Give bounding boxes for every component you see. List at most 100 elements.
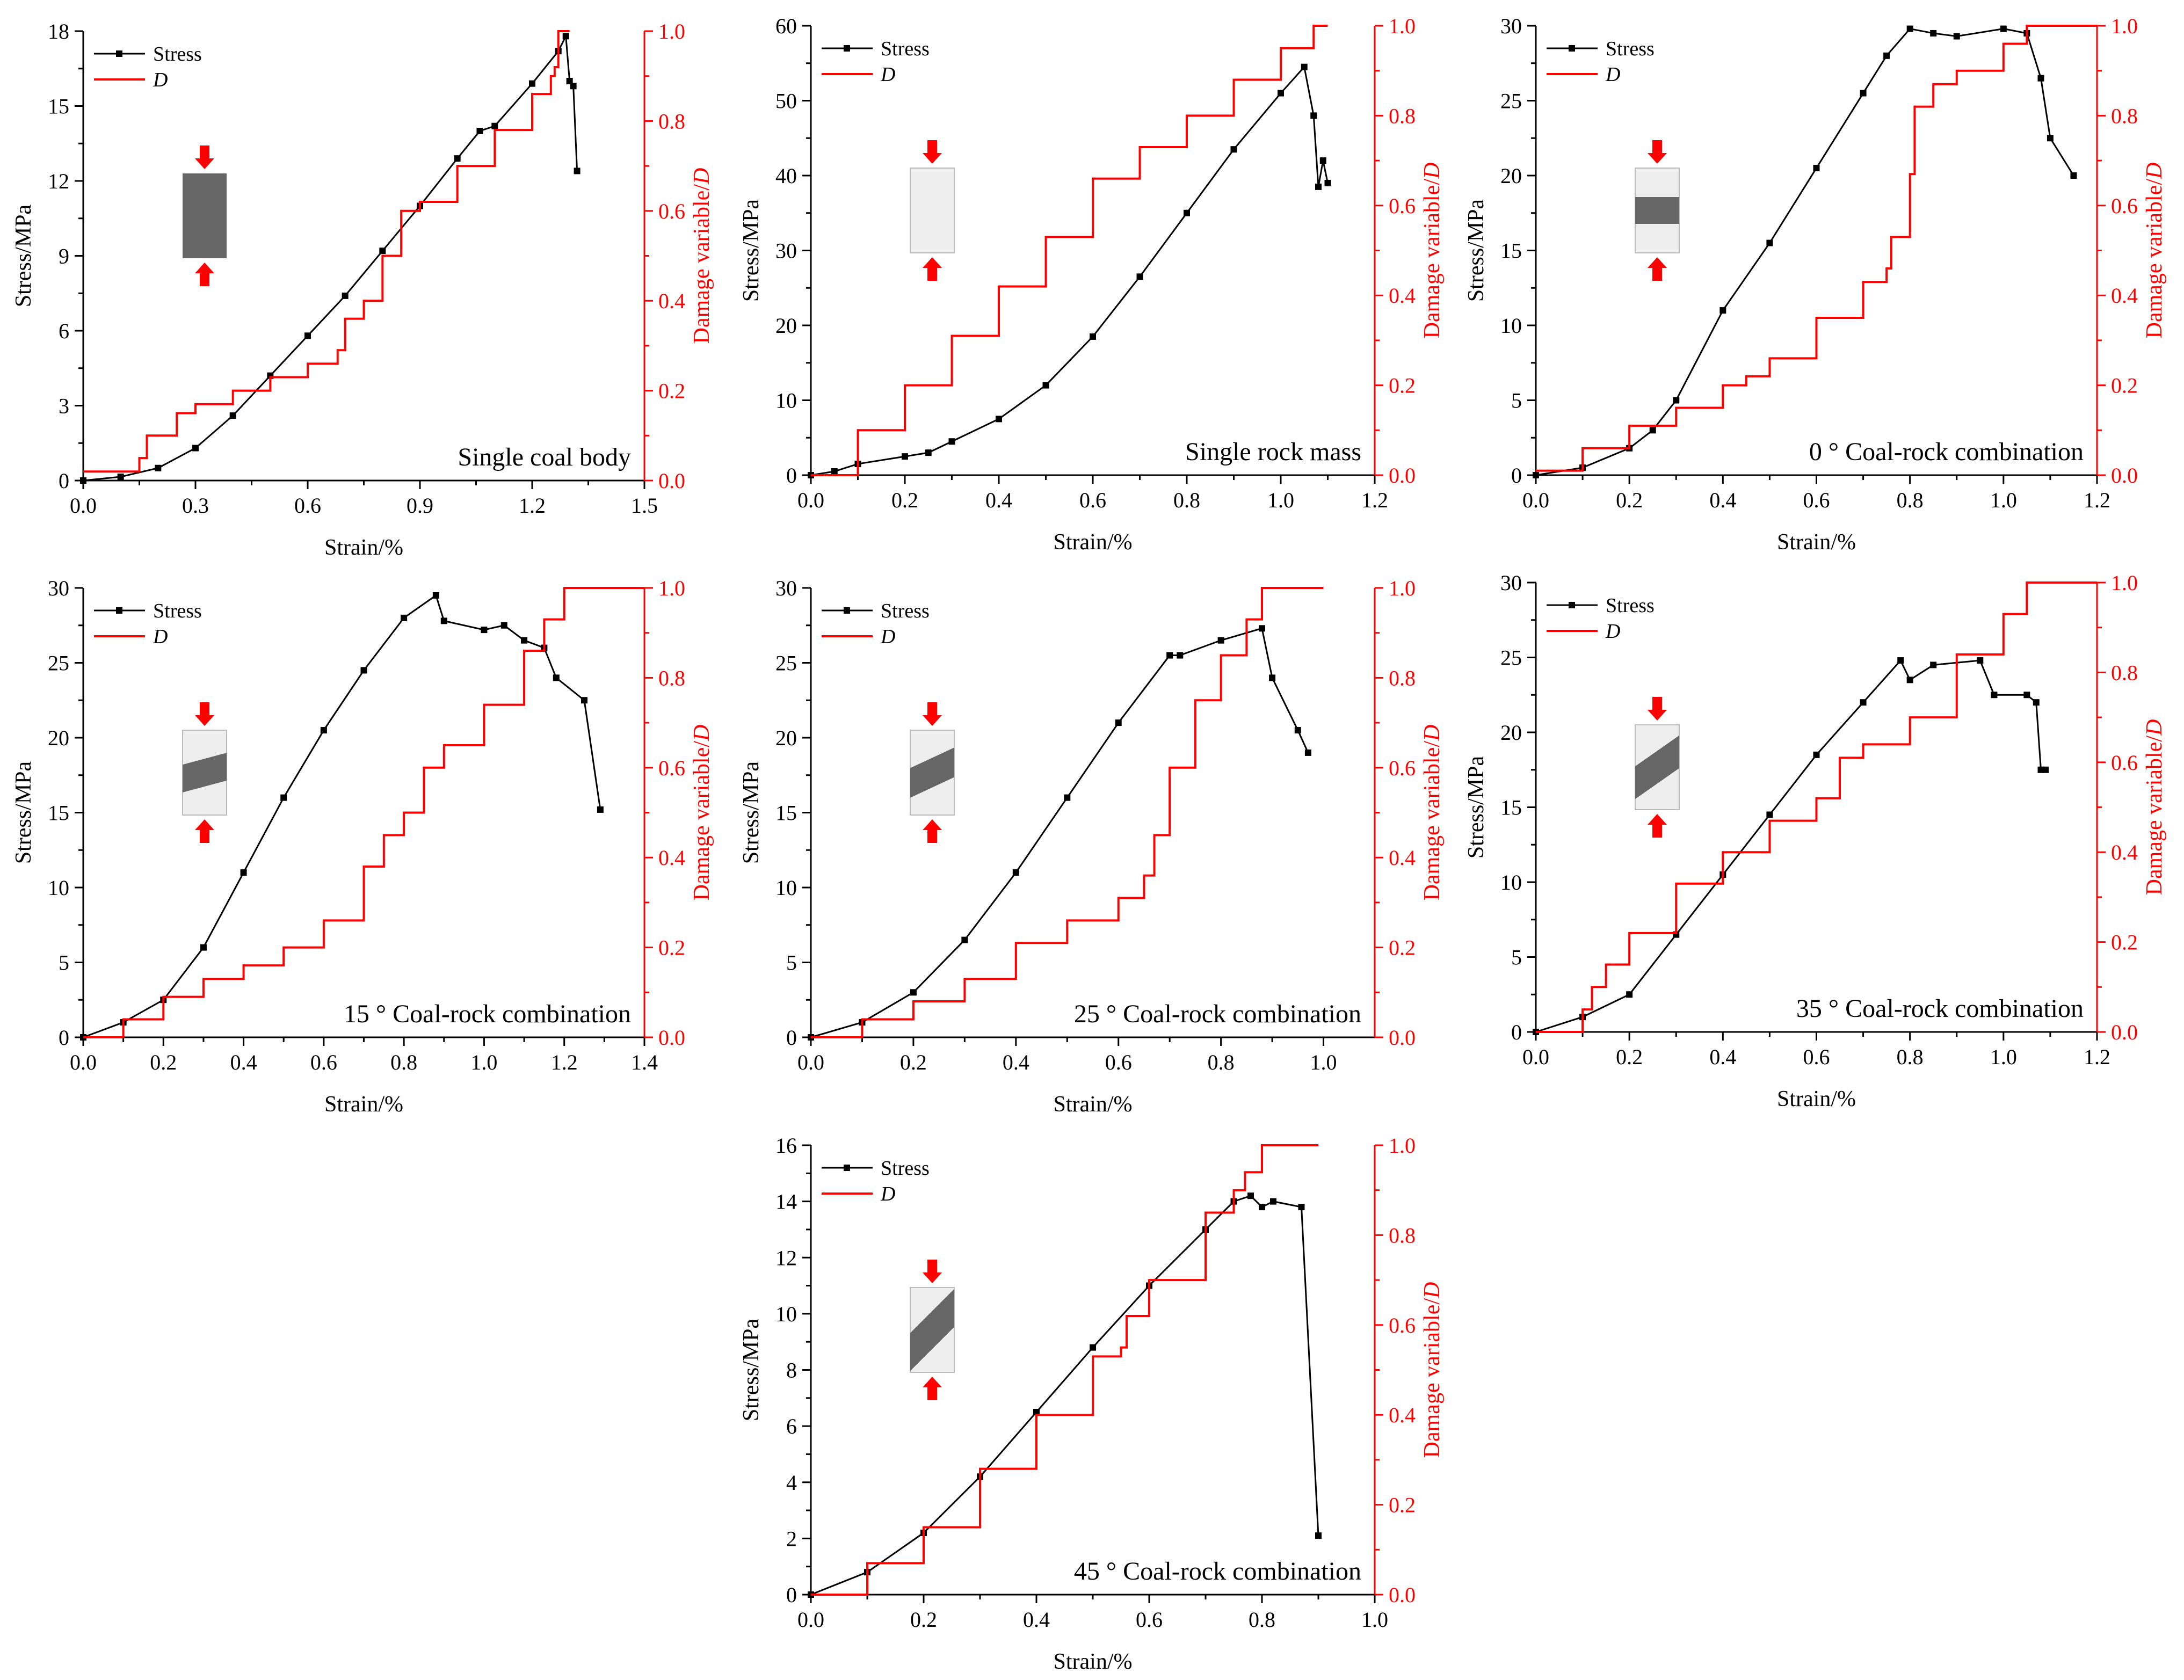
y-tick-label: 14 [775, 1190, 797, 1214]
x-tick-label: 1.2 [551, 1050, 578, 1074]
y-tick-label: 15 [1500, 239, 1522, 263]
stress-point [1766, 239, 1773, 246]
y-tick-label: 20 [1500, 721, 1522, 745]
stress-point [1217, 637, 1224, 644]
stress-point [1626, 991, 1633, 998]
stress-point [1991, 692, 1998, 699]
legend-stress-label: Stress [881, 1157, 930, 1180]
legend-d-label: D [880, 1183, 895, 1205]
y2-tick-label: 0.4 [2111, 283, 2138, 308]
stress-point [1270, 1198, 1276, 1205]
x-tick-label: 0.4 [1003, 1050, 1029, 1074]
panel-title: Single rock mass [1185, 438, 1361, 466]
stress-point [1259, 1204, 1265, 1211]
y-tick-label: 3 [59, 394, 69, 418]
y2-tick-label: 0.6 [2111, 751, 2138, 775]
damage-series-line [1536, 581, 2097, 1033]
x-tick-label: 0.0 [70, 493, 97, 518]
legend-d-label: D [880, 63, 895, 86]
y2-tick-label: 1.0 [1389, 576, 1416, 600]
x-tick-label: 1.0 [1310, 1050, 1337, 1074]
y2-tick-label: 0.4 [1389, 846, 1416, 870]
stress-point [2033, 699, 2040, 706]
y-tick-label: 4 [786, 1471, 797, 1495]
chart-panel-7: 0.0 0.2 0.4 0.6 0.8 1.0 0 2 4 6 8 10 12 14 16 0.0 0.2 0.4… [739, 1133, 1445, 1674]
y-tick-label: 15 [48, 801, 69, 825]
y2-tick-label: 0.4 [1389, 1403, 1416, 1427]
legend-d-label: D [1605, 620, 1620, 643]
x-tick-label: 0.6 [1136, 1608, 1163, 1632]
stress-series-line [83, 594, 601, 1038]
y2-axis-title: Damage variable/D [1420, 163, 1445, 339]
y-tick-label: 5 [1511, 946, 1522, 970]
x-axis-title: Strain/% [1054, 530, 1133, 555]
stress-point [566, 78, 573, 84]
y-tick-label: 10 [48, 876, 69, 900]
panel-title: 15 ° Coal-rock combination [344, 1000, 631, 1028]
y-tick-label: 25 [48, 651, 69, 675]
y2-axis-title: Damage variable/D [1420, 725, 1445, 901]
y2-axis-title: Damage variable/D [1420, 1282, 1445, 1458]
load-arrow-top [923, 702, 942, 726]
x-tick-label: 0.8 [390, 1050, 417, 1074]
y-tick-label: 30 [775, 576, 797, 600]
x-tick-label: 0.8 [1897, 1045, 1924, 1069]
stress-point [192, 445, 199, 452]
stress-point [1930, 661, 1937, 668]
stress-point [1184, 209, 1190, 216]
y2-tick-label: 1.0 [658, 19, 685, 43]
x-axis-title: Strain/% [1777, 530, 1856, 555]
chart-panel-1: 0.0 0.3 0.6 0.9 1.2 1.5 0 3 6 9 12 15 18 0.0 0.2 0.4 0.6… [11, 19, 714, 560]
y-tick-label: 30 [48, 576, 69, 600]
stress-point [1813, 165, 1820, 172]
panel-title: 35 ° Coal-rock combination [1796, 994, 2084, 1023]
legend-stress-label: Stress [1606, 38, 1655, 60]
y-tick-label: 20 [775, 726, 797, 750]
y2-tick-label: 0.0 [2111, 463, 2138, 488]
x-tick-label: 1.4 [631, 1050, 658, 1074]
y-tick-label: 30 [1500, 14, 1522, 38]
stress-point [597, 806, 604, 813]
y-axis-title: Stress/MPa [739, 1318, 764, 1421]
stress-point [500, 622, 507, 629]
y-tick-label: 18 [48, 19, 69, 43]
y-axis-title: Stress/MPa [1464, 755, 1489, 859]
legend-stress-label: Stress [881, 600, 930, 622]
stress-point [1719, 307, 1726, 314]
x-tick-label: 0.2 [900, 1050, 927, 1074]
stress-point [1649, 427, 1656, 434]
y-tick-label: 6 [786, 1414, 797, 1438]
y-tick-label: 15 [1500, 796, 1522, 820]
load-arrow-top [923, 140, 942, 164]
stress-series-line [810, 1195, 1319, 1596]
y-tick-label: 30 [1500, 571, 1522, 595]
x-tick-label: 0.8 [1897, 488, 1924, 512]
stress-point [454, 155, 461, 162]
y2-axis-title: Damage variable/D [690, 725, 714, 901]
legend-stress-label: Stress [153, 600, 202, 622]
x-tick-label: 1.0 [1990, 488, 2017, 512]
stress-point [80, 477, 86, 484]
stress-point [1298, 1204, 1305, 1211]
stress-point [1247, 1192, 1254, 1199]
stress-point [925, 449, 932, 456]
y-axis-title: Stress/MPa [1464, 199, 1489, 302]
load-arrow-bottom [923, 819, 942, 843]
x-tick-label: 0.6 [1079, 488, 1106, 512]
stress-point [529, 80, 535, 87]
y2-tick-label: 0.8 [1389, 666, 1416, 690]
y2-tick-label: 0.8 [2111, 104, 2138, 128]
y-tick-label: 0 [786, 463, 797, 488]
y2-tick-label: 0.0 [658, 1026, 685, 1050]
y-tick-label: 10 [775, 389, 797, 413]
y-tick-label: 12 [48, 169, 69, 193]
legend-stress-label: Stress [1606, 594, 1655, 617]
y-tick-label: 9 [59, 244, 69, 268]
specimen-inset [910, 702, 955, 843]
stress-point [1930, 30, 1937, 37]
panel-title: 0 ° Coal-rock combination [1809, 438, 2084, 466]
legend-stress-marker [1569, 45, 1575, 52]
x-tick-label: 0.3 [182, 493, 209, 518]
damage-series-line [811, 587, 1324, 1038]
